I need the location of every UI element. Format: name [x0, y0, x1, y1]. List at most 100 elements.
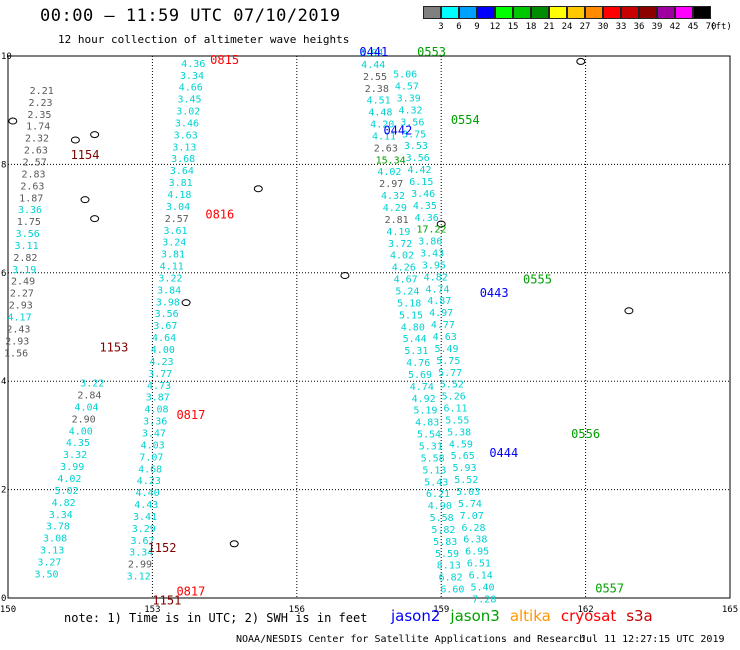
- wave-height-value: 3.81: [161, 250, 185, 261]
- lat-tick-label: 8: [1, 160, 6, 170]
- legend-label: 30: [597, 22, 609, 32]
- wave-height-value: 5.49: [434, 344, 458, 355]
- wave-height-value: 5.59: [435, 549, 459, 560]
- wave-height-value: 3.22: [158, 273, 182, 284]
- legend-swatch: [621, 6, 639, 19]
- legend-label: 70: [705, 22, 717, 32]
- chart-title: 00:00 – 11:59 UTC 07/10/2019: [40, 6, 341, 26]
- track-label: 1153: [99, 340, 128, 354]
- lon-tick-label: 162: [577, 605, 593, 615]
- wave-height-value: 4.48: [368, 108, 392, 119]
- legend-swatch: [495, 6, 513, 19]
- wave-height-value: 5.31: [404, 346, 428, 357]
- legend-label: 45: [687, 22, 699, 32]
- wave-height-value: 2.57: [23, 157, 47, 168]
- island-outline: [90, 215, 100, 223]
- map-frame: [7, 55, 731, 599]
- island-outline: [8, 117, 18, 125]
- track-label: 0442: [383, 124, 412, 138]
- wave-height-value: 5.58: [421, 453, 445, 464]
- satellite-legend: jason2 jason3 altika cryosat s3a: [391, 607, 663, 625]
- wave-height-value: 5.58: [430, 513, 454, 524]
- wave-height-value: 2.83: [22, 169, 46, 180]
- wave-height-value: 6.21: [426, 489, 450, 500]
- wave-height-value: 15.34: [376, 155, 406, 166]
- wave-height-value: 3.36: [143, 417, 167, 428]
- wave-height-value: 2.84: [77, 391, 101, 402]
- wave-height-value: 7.28: [472, 594, 496, 605]
- wave-height-value: 4.77: [431, 320, 455, 331]
- wave-height-value: 3.98: [156, 297, 180, 308]
- wave-height-value: 4.19: [386, 227, 410, 238]
- island-outline: [576, 57, 586, 65]
- wave-height-value: 4.74: [410, 382, 434, 393]
- wave-height-value: 4.35: [66, 438, 90, 449]
- track-label: 0816: [205, 208, 234, 222]
- wave-height-value: 3.72: [388, 239, 412, 250]
- satellite-jason3: jason3: [450, 607, 500, 625]
- wave-height-value: 4.20: [370, 120, 394, 131]
- wave-height-value: 3.39: [397, 94, 421, 105]
- wave-height-value: 4.29: [383, 203, 407, 214]
- wave-height-value: 3.81: [169, 178, 193, 189]
- wave-height-value: 4.11: [372, 131, 396, 142]
- wave-height-value: 3.50: [34, 569, 58, 580]
- wave-height-value: 4.63: [433, 332, 457, 343]
- wave-height-value: 4.67: [394, 275, 418, 286]
- wave-height-value: 3.86: [418, 237, 442, 248]
- island-outline: [70, 136, 80, 144]
- credit-line: NOAA/NESDIS Center for Satellite Applica…: [236, 634, 586, 645]
- track-label: 0557: [595, 582, 624, 596]
- wave-height-value: 1.87: [19, 193, 43, 204]
- legend-label: 9: [474, 22, 480, 32]
- wave-height-value: 5.74: [458, 499, 482, 510]
- island-outline: [340, 272, 350, 280]
- wave-height-value: 6.11: [443, 404, 467, 415]
- wave-height-value: 6.51: [467, 559, 491, 570]
- wave-height-value: 3.61: [163, 226, 187, 237]
- wave-height-value: 3.99: [60, 462, 84, 473]
- wave-height-value: 3.53: [404, 141, 428, 152]
- wave-height-value: 4.51: [367, 96, 391, 107]
- wave-height-value: 2.27: [10, 289, 34, 300]
- legend-swatch: [459, 6, 477, 19]
- island-outline: [90, 131, 100, 139]
- wave-height-value: 4.32: [398, 105, 422, 116]
- wave-height-value: 4.57: [395, 82, 419, 93]
- island-outline: [624, 307, 634, 315]
- track-label: 1154: [71, 148, 100, 162]
- track-label: 0817: [176, 408, 205, 422]
- wave-height-value: 2.93: [5, 336, 29, 347]
- wave-height-value: 2.49: [11, 277, 35, 288]
- wave-height-value: 4.00: [69, 426, 93, 437]
- legend-label: 12: [489, 22, 501, 32]
- lat-tick-label: 10: [1, 52, 12, 62]
- wave-height-value: 3.67: [130, 536, 154, 547]
- wave-height-value: 3.77: [148, 369, 172, 380]
- wave-height-value: 6.28: [461, 523, 485, 534]
- wave-height-value: 2.90: [72, 414, 96, 425]
- wave-height-value: 5.24: [395, 286, 419, 297]
- island-outline: [229, 540, 239, 548]
- wave-height-value: 4.00: [151, 345, 175, 356]
- lat-tick-label: 0: [1, 594, 6, 604]
- wave-height-value: 5.93: [452, 463, 476, 474]
- wave-height-value: 4.68: [138, 464, 162, 475]
- legend-label: 3: [438, 22, 444, 32]
- track-label: 0444: [489, 446, 518, 460]
- track-label: 0555: [523, 273, 552, 287]
- wave-height-value: 4.59: [449, 439, 473, 450]
- legend-swatch: [639, 6, 657, 19]
- legend-label: 33: [615, 22, 627, 32]
- wave-height-value: 3.13: [172, 142, 196, 153]
- legend-swatch: [567, 6, 585, 19]
- wave-height-value: 4.44: [361, 60, 385, 71]
- lon-tick-label: 156: [289, 605, 305, 615]
- wave-height-value: 2.57: [165, 214, 189, 225]
- wave-height-value: 4.42: [407, 165, 431, 176]
- wave-height-value: 4.80: [401, 322, 425, 333]
- legend-label: 36: [633, 22, 645, 32]
- wave-height-value: 3.45: [177, 95, 201, 106]
- wave-height-value: 1.56: [4, 348, 28, 359]
- wave-height-value: 6.15: [409, 177, 433, 188]
